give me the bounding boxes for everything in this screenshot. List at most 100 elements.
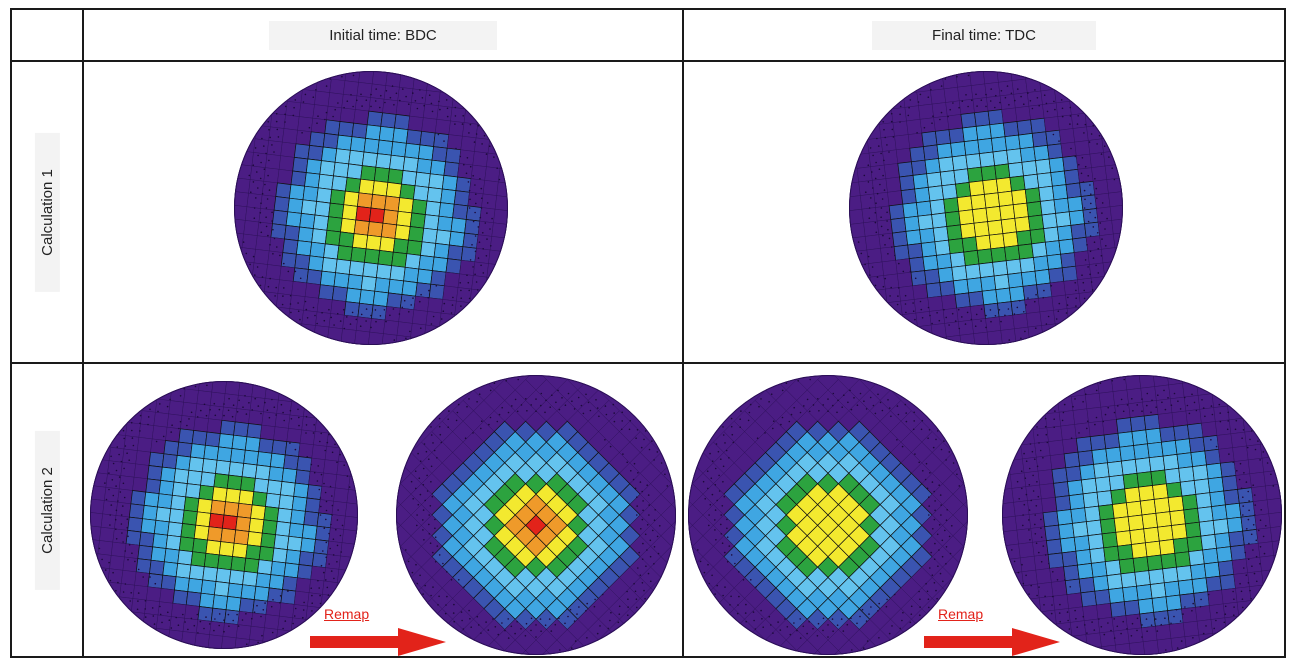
mesh-texture-dot (874, 177, 877, 180)
mesh-texture-dot (302, 616, 304, 619)
mesh-texture-dot (1100, 255, 1103, 257)
mesh-texture-dot (931, 481, 934, 483)
mesh-texture-dot (1069, 586, 1071, 588)
mesh-cell (1029, 228, 1046, 245)
mesh-cell (107, 460, 123, 476)
mesh-texture-dot (475, 281, 478, 283)
mesh-cell (1110, 488, 1127, 505)
mesh-texture-dot (1037, 495, 1040, 498)
mesh-texture-dot (1107, 622, 1109, 624)
mesh-texture-dot (332, 554, 335, 556)
mesh-texture-dot (445, 99, 448, 101)
mesh-cell (207, 634, 224, 649)
mesh-cell (301, 199, 317, 216)
mesh-cell (1146, 554, 1163, 571)
mesh-texture-dot (841, 406, 843, 408)
mesh-texture-dot (275, 286, 277, 289)
mesh-cell (334, 148, 351, 165)
mesh-cell (1119, 445, 1136, 462)
mesh-cell (1094, 476, 1112, 493)
mesh-texture-dot (139, 422, 141, 425)
mesh-texture-dot (276, 128, 279, 131)
mesh-texture-dot (958, 106, 960, 109)
mesh-cell (108, 447, 125, 463)
mesh-cell (268, 126, 285, 143)
mesh-cell (977, 138, 994, 154)
mesh-texture-dot (263, 168, 266, 170)
mesh-texture-dot (940, 111, 943, 114)
mesh-texture-dot (1223, 621, 1226, 624)
mesh-texture-dot (840, 618, 843, 620)
mesh-texture-dot (806, 398, 809, 401)
mesh-texture-dot (1113, 411, 1116, 414)
mesh-texture-dot (945, 459, 947, 461)
mesh-cell (912, 173, 929, 190)
mesh-texture-dot (241, 619, 244, 621)
mesh-texture-dot (405, 337, 407, 340)
mesh-texture-dot (432, 551, 434, 554)
mesh-cell (988, 343, 1005, 345)
mesh-cell (324, 446, 341, 462)
mesh-cell (392, 238, 409, 255)
mesh-texture-dot (313, 471, 316, 474)
mesh-texture-dot (104, 482, 106, 484)
mesh-texture-dot (205, 414, 208, 417)
mesh-cell (1235, 586, 1252, 603)
mesh-cell (315, 311, 331, 328)
mesh-texture-dot (162, 435, 165, 438)
mesh-texture-dot (878, 145, 880, 147)
mesh-texture-dot (1045, 433, 1048, 436)
mesh-texture-dot (770, 393, 773, 395)
mesh-cell (288, 414, 304, 431)
mesh-cell (346, 489, 358, 505)
mesh-texture-dot (714, 467, 717, 470)
mesh-texture-dot (573, 408, 576, 410)
mesh-cell (355, 95, 371, 112)
mesh-cell (1105, 446, 1122, 464)
mesh-cell (186, 469, 203, 486)
mesh-cell (418, 255, 435, 271)
mesh-texture-dot (1036, 426, 1038, 428)
mesh-cell (222, 622, 239, 639)
mesh-cell (185, 591, 202, 607)
mesh-texture-dot (489, 228, 491, 230)
mesh-texture-dot (1110, 629, 1112, 632)
mesh-texture-dot (1179, 620, 1182, 622)
mesh-texture-dot (1089, 235, 1092, 237)
mesh-cell (1051, 580, 1068, 597)
mesh-cell (354, 330, 371, 345)
mesh-cell (1136, 584, 1153, 601)
mesh-cell (1112, 502, 1129, 519)
mesh-texture-dot (223, 403, 225, 405)
mesh-texture-dot (380, 94, 382, 97)
mesh-cell (1063, 279, 1080, 296)
mesh-cell (333, 161, 350, 178)
mesh-texture-dot (1044, 425, 1047, 428)
mesh-cell (447, 244, 464, 261)
mesh-texture-dot (360, 93, 362, 96)
mesh-cell (367, 346, 382, 361)
mesh-cell (301, 310, 318, 326)
mesh-texture-dot (926, 590, 929, 593)
mesh-cell (1158, 539, 1176, 556)
mesh-texture-dot (259, 284, 262, 287)
mesh-texture-dot (1092, 226, 1095, 228)
mesh-texture-dot (711, 574, 713, 577)
mesh-cell (1026, 311, 1042, 328)
mesh-texture-dot (284, 620, 287, 622)
mesh-cell (1035, 568, 1052, 585)
mesh-texture-dot (890, 112, 893, 115)
mesh-texture-dot (410, 304, 412, 306)
mesh-texture-dot (433, 449, 436, 452)
mesh-texture-dot (1069, 123, 1071, 125)
mesh-outline (396, 375, 676, 655)
mesh-cell (363, 138, 380, 154)
mesh-cell (1134, 570, 1151, 587)
mesh-cell (207, 526, 223, 542)
mesh-cell (992, 260, 1009, 277)
mesh-texture-dot (1022, 524, 1024, 527)
mesh-texture-dot (417, 452, 419, 455)
mesh-cell (1001, 107, 1018, 124)
mesh-texture-dot (1241, 437, 1243, 439)
mesh-texture-dot (412, 297, 414, 299)
